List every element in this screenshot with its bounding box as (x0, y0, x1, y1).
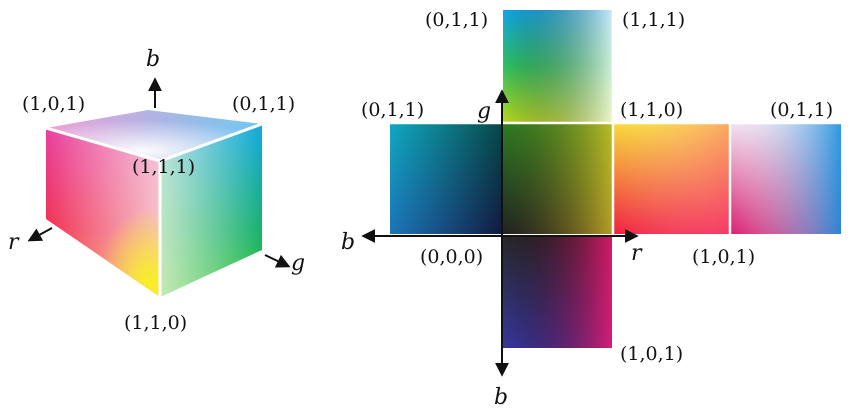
cube-axis-b-label: b (146, 47, 160, 72)
cube-corner-label: (0,1,1) (232, 93, 295, 115)
rgb-cube: b r g (1,0,1) (0,1,1) (1,1,1) (1,1,0) (8, 47, 305, 334)
net-vertex-label: (0,1,1) (361, 99, 424, 121)
rgb-cube-net: g b r b (0,1,1) (1,1,1) (0,1,1) (1,1,0) … (341, 9, 841, 410)
net-vertex-label: (1,0,1) (692, 246, 755, 268)
cube-corner-label: (1,0,1) (22, 93, 85, 115)
cube-axis-r-label: r (8, 230, 20, 255)
net-axis-b-bottom-label: b (494, 385, 508, 410)
net-axis-g-label: g (477, 99, 491, 124)
cube-corner-label: (1,1,1) (132, 156, 195, 178)
net-vertex-label: (0,1,1) (425, 9, 488, 31)
net-axis-b-left-label: b (341, 230, 355, 255)
net-vertex-label: (1,1,0) (620, 99, 683, 121)
cube-axis-g-label: g (291, 251, 305, 276)
net-vertex-label: (0,1,1) (770, 99, 833, 121)
net-axis-r-label: r (631, 241, 643, 266)
cube-corner-label: (1,1,0) (124, 312, 187, 334)
net-vertex-label: (1,1,1) (622, 9, 685, 31)
net-vertex-label: (1,0,1) (620, 343, 683, 365)
cube-axis-g-arrow (264, 254, 291, 268)
net-vertex-label: (0,0,0) (420, 246, 483, 268)
cube-axis-r-arrow (27, 227, 53, 242)
